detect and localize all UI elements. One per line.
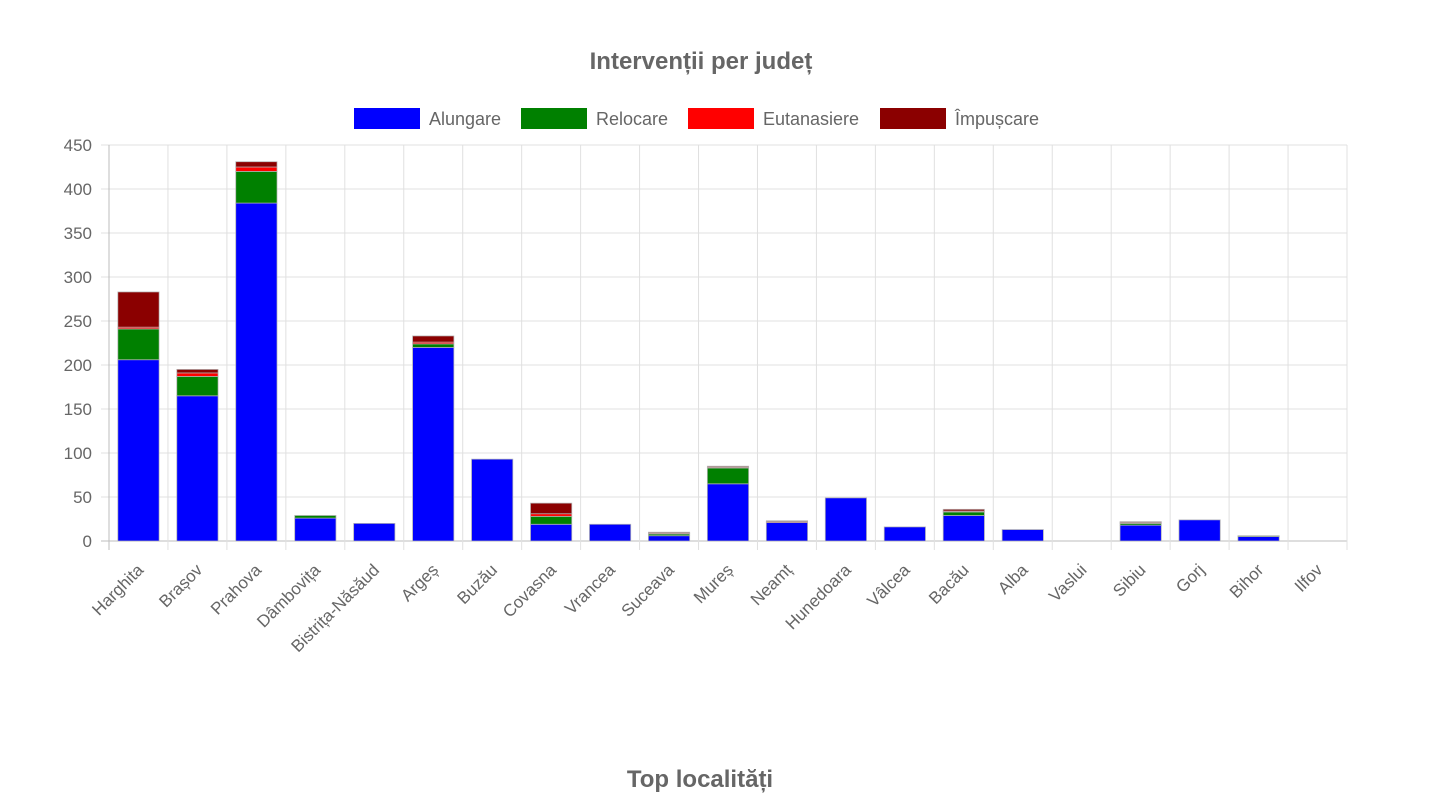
legend-swatch-2[interactable] <box>688 108 754 129</box>
x-tick-label: Bacău <box>925 560 973 608</box>
bar-alungare-13[interactable] <box>883 526 926 542</box>
bar-relocare-7[interactable] <box>530 515 573 525</box>
bar-împușcare-0[interactable] <box>117 291 160 328</box>
bar-alungare-3[interactable] <box>294 517 337 542</box>
bar-împușcare-14[interactable] <box>942 508 985 512</box>
chart-bars <box>117 161 1280 542</box>
bar-eutanasiere-1[interactable] <box>176 372 219 377</box>
bar-alungare-6[interactable] <box>471 458 514 542</box>
x-tick-label: Neamț <box>747 560 796 609</box>
bar-eutanasiere-2[interactable] <box>235 166 278 172</box>
chart-legend: Alungare Relocare Eutanasiere Împușcare <box>354 108 1039 129</box>
bar-relocare-14[interactable] <box>942 511 985 516</box>
bar-relocare-19[interactable] <box>1237 535 1280 537</box>
x-tick-label: Vâlcea <box>863 560 914 611</box>
x-tick-label: Mureș <box>690 560 737 607</box>
y-tick-label: 50 <box>73 488 92 507</box>
y-tick-label: 350 <box>64 224 92 243</box>
chart-grid <box>101 144 1348 550</box>
bar-alungare-5[interactable] <box>412 346 455 542</box>
legend-label-2[interactable]: Eutanasiere <box>763 109 859 129</box>
legend-swatch-1[interactable] <box>521 108 587 129</box>
y-tick-label: 300 <box>64 268 92 287</box>
bar-alungare-18[interactable] <box>1178 519 1221 542</box>
y-tick-label: 250 <box>64 312 92 331</box>
x-tick-label: Harghita <box>88 560 147 619</box>
bar-alungare-1[interactable] <box>176 395 219 542</box>
bar-împușcare-11[interactable] <box>765 520 808 523</box>
bar-alungare-19[interactable] <box>1237 536 1280 542</box>
y-tick-label: 450 <box>64 136 92 155</box>
legend-swatch-0[interactable] <box>354 108 420 129</box>
bar-alungare-17[interactable] <box>1119 524 1162 542</box>
bar-relocare-3[interactable] <box>294 515 337 519</box>
bar-împușcare-2[interactable] <box>235 161 278 168</box>
bar-alungare-7[interactable] <box>530 523 573 542</box>
y-tick-label: 100 <box>64 444 92 463</box>
x-tick-label: Ilfov <box>1291 560 1327 596</box>
y-tick-label: 0 <box>83 532 92 551</box>
x-tick-label: Buzău <box>453 560 501 608</box>
x-tick-label: Sibiu <box>1109 560 1149 600</box>
bar-alungare-15[interactable] <box>1001 529 1044 542</box>
bar-relocare-5[interactable] <box>412 343 455 348</box>
chart-title: Intervenții per județ <box>590 48 813 75</box>
bar-împușcare-1[interactable] <box>176 368 219 374</box>
bar-alungare-4[interactable] <box>353 523 396 542</box>
bar-relocare-1[interactable] <box>176 376 219 397</box>
bar-relocare-10[interactable] <box>706 467 750 485</box>
y-tick-label: 150 <box>64 400 92 419</box>
y-tick-label: 400 <box>64 180 92 199</box>
x-tick-label: Brașov <box>155 560 206 611</box>
bar-alungare-14[interactable] <box>942 515 985 542</box>
bar-alungare-2[interactable] <box>235 202 278 542</box>
legend-label-3[interactable]: Împușcare <box>954 109 1039 129</box>
x-tick-label: Prahova <box>207 560 266 619</box>
legend-label-0[interactable]: Alungare <box>429 109 501 129</box>
x-tick-label: Vaslui <box>1045 560 1090 605</box>
bar-alungare-12[interactable] <box>824 497 867 542</box>
x-tick-label: Vrancea <box>561 560 619 618</box>
bar-alungare-0[interactable] <box>117 359 160 542</box>
x-tick-label: Alba <box>994 560 1032 598</box>
x-tick-label: Argeș <box>397 560 442 605</box>
x-tick-label: Suceava <box>618 560 679 621</box>
bar-împușcare-17[interactable] <box>1119 521 1162 523</box>
bar-alungare-10[interactable] <box>706 483 750 542</box>
bar-alungare-11[interactable] <box>765 522 808 542</box>
section-title-top-localities: Top localități <box>626 766 774 793</box>
bar-relocare-2[interactable] <box>235 170 278 204</box>
legend-swatch-3[interactable] <box>880 108 946 129</box>
y-tick-label: 200 <box>64 356 92 375</box>
bar-împușcare-10[interactable] <box>706 465 750 468</box>
bar-alungare-8[interactable] <box>589 523 632 542</box>
bar-împușcare-9[interactable] <box>648 531 691 534</box>
bar-alungare-9[interactable] <box>648 535 691 542</box>
x-tick-label: Bihor <box>1226 560 1268 602</box>
legend-label-1[interactable]: Relocare <box>596 109 668 129</box>
bar-împușcare-7[interactable] <box>530 502 573 515</box>
x-tick-label: Gorj <box>1172 560 1208 596</box>
x-tick-label: Covasna <box>499 560 560 621</box>
bar-împușcare-5[interactable] <box>412 335 455 343</box>
bar-relocare-0[interactable] <box>117 328 160 361</box>
